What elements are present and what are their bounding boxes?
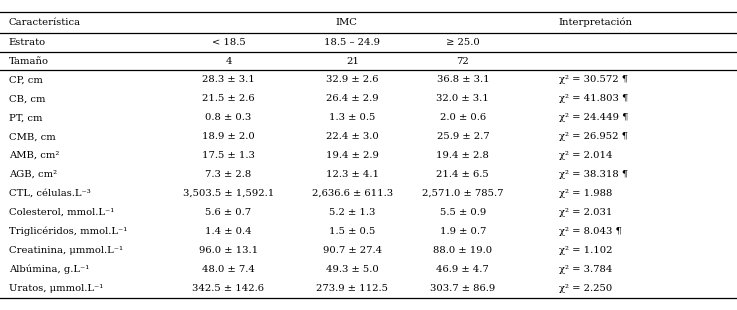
Text: 36.8 ± 3.1: 36.8 ± 3.1 (436, 75, 489, 84)
Text: 2.0 ± 0.6: 2.0 ± 0.6 (440, 113, 486, 122)
Text: CTL, células.L⁻³: CTL, células.L⁻³ (9, 189, 91, 198)
Text: 46.9 ± 4.7: 46.9 ± 4.7 (436, 265, 489, 274)
Text: 7.3 ± 2.8: 7.3 ± 2.8 (206, 170, 251, 179)
Text: χ² = 2.014: χ² = 2.014 (559, 151, 612, 160)
Text: Tamaño: Tamaño (9, 56, 49, 65)
Text: 72: 72 (456, 56, 469, 65)
Text: CP, cm: CP, cm (9, 75, 43, 84)
Text: 21.4 ± 6.5: 21.4 ± 6.5 (436, 170, 489, 179)
Text: 4: 4 (226, 56, 231, 65)
Text: 49.3 ± 5.0: 49.3 ± 5.0 (326, 265, 379, 274)
Text: 273.9 ± 112.5: 273.9 ± 112.5 (316, 284, 388, 293)
Text: χ² = 8.043 ¶: χ² = 8.043 ¶ (559, 227, 621, 236)
Text: 48.0 ± 7.4: 48.0 ± 7.4 (202, 265, 255, 274)
Text: 21: 21 (346, 56, 359, 65)
Text: χ² = 1.102: χ² = 1.102 (559, 246, 612, 255)
Text: 303.7 ± 86.9: 303.7 ± 86.9 (430, 284, 495, 293)
Text: χ² = 1.988: χ² = 1.988 (559, 189, 612, 198)
Text: 2,636.6 ± 611.3: 2,636.6 ± 611.3 (312, 189, 393, 198)
Text: Colesterol, mmol.L⁻¹: Colesterol, mmol.L⁻¹ (9, 208, 114, 217)
Text: 1.4 ± 0.4: 1.4 ± 0.4 (205, 227, 252, 236)
Text: ≥ 25.0: ≥ 25.0 (446, 38, 480, 46)
Text: χ² = 2.250: χ² = 2.250 (559, 284, 612, 293)
Text: χ² = 41.803 ¶: χ² = 41.803 ¶ (559, 94, 628, 103)
Text: 19.4 ± 2.9: 19.4 ± 2.9 (326, 151, 379, 160)
Text: IMC: IMC (335, 18, 357, 27)
Text: PT, cm: PT, cm (9, 113, 42, 122)
Text: 28.3 ± 3.1: 28.3 ± 3.1 (202, 75, 255, 84)
Text: Uratos, μmmol.L⁻¹: Uratos, μmmol.L⁻¹ (9, 284, 103, 293)
Text: CB, cm: CB, cm (9, 94, 46, 103)
Text: 18.9 ± 2.0: 18.9 ± 2.0 (202, 132, 255, 141)
Text: χ² = 26.952 ¶: χ² = 26.952 ¶ (559, 132, 628, 141)
Text: 0.8 ± 0.3: 0.8 ± 0.3 (206, 113, 251, 122)
Text: Estrato: Estrato (9, 38, 46, 46)
Text: χ² = 24.449 ¶: χ² = 24.449 ¶ (559, 113, 628, 122)
Text: 2,571.0 ± 785.7: 2,571.0 ± 785.7 (422, 189, 503, 198)
Text: 88.0 ± 19.0: 88.0 ± 19.0 (433, 246, 492, 255)
Text: CMB, cm: CMB, cm (9, 132, 55, 141)
Text: 96.0 ± 13.1: 96.0 ± 13.1 (199, 246, 258, 255)
Text: 5.2 ± 1.3: 5.2 ± 1.3 (329, 208, 375, 217)
Text: 19.4 ± 2.8: 19.4 ± 2.8 (436, 151, 489, 160)
Text: Triglicéridos, mmol.L⁻¹: Triglicéridos, mmol.L⁻¹ (9, 227, 127, 236)
Text: 32.9 ± 2.6: 32.9 ± 2.6 (326, 75, 379, 84)
Text: χ² = 30.572 ¶: χ² = 30.572 ¶ (559, 75, 628, 84)
Text: 21.5 ± 2.6: 21.5 ± 2.6 (202, 94, 255, 103)
Text: 1.3 ± 0.5: 1.3 ± 0.5 (329, 113, 375, 122)
Text: AMB, cm²: AMB, cm² (9, 151, 59, 160)
Text: 90.7 ± 27.4: 90.7 ± 27.4 (323, 246, 382, 255)
Text: 342.5 ± 142.6: 342.5 ± 142.6 (192, 284, 265, 293)
Text: χ² = 38.318 ¶: χ² = 38.318 ¶ (559, 170, 628, 179)
Text: 26.4 ± 2.9: 26.4 ± 2.9 (326, 94, 379, 103)
Text: 5.6 ± 0.7: 5.6 ± 0.7 (206, 208, 251, 217)
Text: Característica: Característica (9, 18, 81, 27)
Text: 32.0 ± 3.1: 32.0 ± 3.1 (436, 94, 489, 103)
Text: Albúmina, g.L⁻¹: Albúmina, g.L⁻¹ (9, 264, 89, 274)
Text: 1.9 ± 0.7: 1.9 ± 0.7 (440, 227, 486, 236)
Text: 17.5 ± 1.3: 17.5 ± 1.3 (202, 151, 255, 160)
Text: 3,503.5 ± 1,592.1: 3,503.5 ± 1,592.1 (183, 189, 274, 198)
Text: 22.4 ± 3.0: 22.4 ± 3.0 (326, 132, 379, 141)
Text: 1.5 ± 0.5: 1.5 ± 0.5 (329, 227, 375, 236)
Text: Creatinina, μmmol.L⁻¹: Creatinina, μmmol.L⁻¹ (9, 246, 123, 255)
Text: < 18.5: < 18.5 (212, 38, 245, 46)
Text: χ² = 3.784: χ² = 3.784 (559, 265, 612, 274)
Text: 5.5 ± 0.9: 5.5 ± 0.9 (440, 208, 486, 217)
Text: AGB, cm²: AGB, cm² (9, 170, 57, 179)
Text: 12.3 ± 4.1: 12.3 ± 4.1 (326, 170, 379, 179)
Text: Interpretación: Interpretación (559, 18, 632, 27)
Text: 18.5 – 24.9: 18.5 – 24.9 (324, 38, 380, 46)
Text: 25.9 ± 2.7: 25.9 ± 2.7 (436, 132, 489, 141)
Text: χ² = 2.031: χ² = 2.031 (559, 208, 612, 217)
